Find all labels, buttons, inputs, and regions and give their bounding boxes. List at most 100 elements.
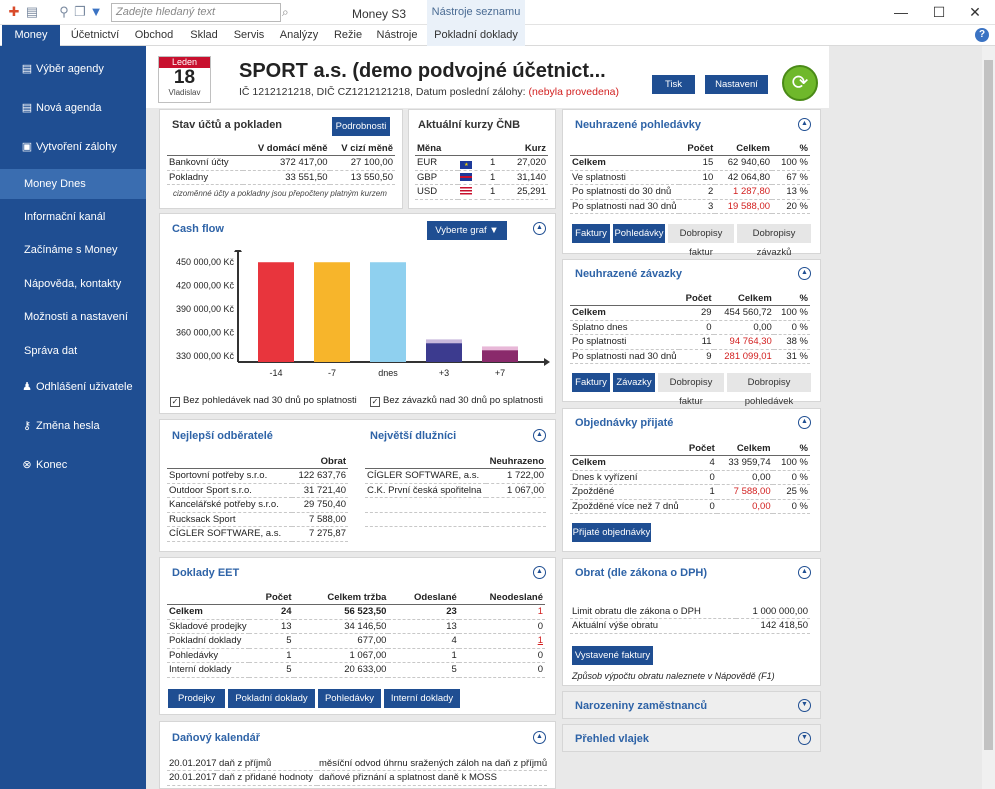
print-button[interactable]: Tisk	[652, 75, 695, 94]
prodejky-button[interactable]: Prodejky	[168, 689, 225, 708]
dobropisy-pohledavek-button[interactable]: Dobropisy pohledávek	[727, 373, 811, 407]
collapse-icon[interactable]: ▲	[533, 429, 546, 442]
orders-table: Počet Celkem% Celkem 4 33 959,74 100 % Dnes …	[570, 441, 810, 514]
collapse-icon[interactable]: ▲	[798, 118, 811, 131]
collapse-icon[interactable]: ▲	[798, 267, 811, 280]
calendar-widget: Leden 18 Vladislav	[158, 56, 211, 103]
tab-ucetnictvi[interactable]: Účetnictví	[70, 29, 120, 41]
unsent-link[interactable]: 1	[458, 633, 545, 649]
book-icon: ▤	[21, 63, 33, 75]
x-tick-label: -7	[328, 368, 336, 378]
flags-panel[interactable]	[562, 724, 821, 752]
close-button[interactable]: ✕	[969, 4, 981, 20]
quick-access-icon[interactable]: ▤	[25, 4, 39, 19]
collapse-icon[interactable]: ▲	[533, 731, 546, 744]
refresh-icon[interactable]: ⟳	[782, 65, 818, 101]
eu-flag-icon: ★	[460, 160, 473, 169]
turnover-note: Způsob výpočtu obratu naleznete v Nápově…	[572, 671, 775, 681]
pin-icon[interactable]: ⚲	[59, 4, 69, 19]
zavazky-button[interactable]: Závazky	[613, 373, 655, 392]
receivables-table: Počet Celkem% Celkem 15 62 940,60 100 % Ve s…	[570, 141, 810, 214]
x-tick-label: +7	[495, 368, 505, 378]
interni-doklady-button[interactable]: Interní doklady	[384, 689, 460, 708]
prijate-objednavky-button[interactable]: Přijaté objednávky	[572, 523, 651, 542]
sidebar-item-money-dnes[interactable]: Money Dnes	[0, 169, 146, 199]
sidebar-item-odhlaseni[interactable]: ♟ Odhlášení uživatele	[0, 372, 146, 402]
vystavene-faktury-button[interactable]: Vystavené faktury	[572, 646, 653, 665]
maximize-button[interactable]: ☐	[932, 4, 946, 20]
pohledavky-button[interactable]: Pohledávky	[318, 689, 381, 708]
pokladni-doklady-button[interactable]: Pokladní doklady	[228, 689, 315, 708]
dobropisy-faktur-button[interactable]: Dobropisy faktur	[658, 373, 724, 407]
tab-pokladni-doklady[interactable]: Pokladní doklady	[427, 25, 525, 46]
rates-title: Aktuální kurzy ČNB	[418, 119, 521, 131]
search-input[interactable]: Zadejte hledaný text	[111, 3, 281, 22]
sidebar-item-zmena-hesla[interactable]: ⚷ Změna hesla	[0, 411, 146, 441]
cashflow-title: Cash flow	[172, 223, 224, 235]
y-tick-label: 360 000,00 Kč	[176, 327, 235, 337]
faktury-button[interactable]: Faktury	[572, 224, 610, 243]
bar	[482, 350, 518, 362]
tab-servis[interactable]: Servis	[233, 29, 265, 41]
chart-select-button[interactable]: Vyberte graf ▼	[427, 221, 507, 240]
tab-sklad[interactable]: Sklad	[190, 29, 218, 41]
collapse-icon[interactable]: ▲	[533, 566, 546, 579]
collapse-icon[interactable]: ▲	[533, 222, 546, 235]
expand-icon[interactable]: ▼	[798, 699, 811, 712]
flags-title: Přehled vlajek	[575, 733, 649, 745]
debtors-title: Největší dlužníci	[370, 430, 457, 442]
filter-icon[interactable]: ▼	[89, 4, 103, 19]
collapse-icon[interactable]: ▲	[798, 416, 811, 429]
sidebar-item-napoveda[interactable]: Nápověda, kontakty	[24, 278, 122, 290]
settings-button[interactable]: Nastavení	[705, 75, 768, 94]
copy-icon[interactable]: ❐	[74, 4, 86, 19]
y-tick-label: 420 000,00 Kč	[176, 281, 235, 291]
receivables-title: Neuhrazené pohledávky	[575, 119, 701, 131]
ribbon-tabs: Money Účetnictví Obchod Sklad Servis Ana…	[0, 25, 995, 46]
dobropisy-faktur-button[interactable]: Dobropisy faktur	[668, 224, 734, 258]
y-tick-label: 330 000,00 Kč	[176, 351, 235, 361]
checkbox-no-payables[interactable]: ✓ Bez závazků nad 30 dnů po splatnosti	[370, 395, 544, 407]
sidebar-item-zaciname[interactable]: Začínáme s Money	[24, 244, 118, 256]
y-tick-label: 390 000,00 Kč	[176, 304, 235, 314]
sidebar-item-vyber-agendy[interactable]: ▤ Výběr agendy	[0, 54, 146, 84]
new-book-icon: ▤	[21, 102, 33, 114]
sidebar-item-konec[interactable]: ⊗ Konec	[0, 450, 146, 480]
help-icon[interactable]: ?	[975, 28, 989, 42]
title-bar: ✚ ▤ ⚲ ❐ ▼ Zadejte hledaný text ⌕ Money S…	[0, 0, 995, 25]
us-flag-icon	[460, 187, 473, 196]
tab-obchod[interactable]: Obchod	[134, 29, 174, 41]
checkbox-no-receivables[interactable]: ✓ Bez pohledávek nad 30 dnů po splatnosti	[170, 395, 357, 407]
x-tick-label: -14	[269, 368, 282, 378]
user-icon: ♟	[22, 381, 32, 393]
sidebar-item-informacni-kanal[interactable]: Informační kanál	[24, 211, 106, 223]
accounts-table: V domácí měně V cizí měně Bankovní účty 37…	[167, 141, 395, 185]
collapse-icon[interactable]: ▲	[798, 566, 811, 579]
app-title: Money S3	[352, 7, 407, 21]
birthdays-panel[interactable]	[562, 691, 821, 719]
expand-icon[interactable]: ▼	[798, 732, 811, 745]
bar	[258, 262, 294, 362]
tab-rezie[interactable]: Režie	[333, 29, 363, 41]
scrollbar-thumb[interactable]	[984, 60, 993, 750]
dobropisy-zavazku-button[interactable]: Dobropisy závazků	[737, 224, 811, 258]
tax-calendar-title: Daňový kalendář	[172, 732, 261, 744]
payables-title: Neuhrazené závazky	[575, 268, 682, 280]
tab-money[interactable]: Money	[2, 25, 60, 46]
search-icon[interactable]: ⌕	[282, 5, 289, 19]
tab-nastroje[interactable]: Nástroje	[376, 29, 418, 41]
sidebar-item-nova-agenda[interactable]: ▤ Nová agenda	[0, 93, 146, 123]
customers-title: Nejlepší odběratelé	[172, 430, 273, 442]
details-button[interactable]: Podrobnosti	[332, 117, 390, 136]
faktury-button[interactable]: Faktury	[572, 373, 610, 392]
minimize-button[interactable]: —	[894, 4, 908, 20]
bar	[314, 262, 350, 362]
sidebar-item-sprava-dat[interactable]: Správa dat	[24, 345, 78, 357]
pohledavky-button[interactable]: Pohledávky	[613, 224, 665, 243]
birthdays-title: Narozeniny zaměstnanců	[575, 700, 708, 712]
x-tick-label: +3	[439, 368, 449, 378]
sidebar-item-vytvoreni-zalohy[interactable]: ▣ Vytvoření zálohy	[0, 132, 146, 162]
sidebar-item-moznosti[interactable]: Možnosti a nastavení	[24, 311, 128, 323]
tab-analyzy[interactable]: Analýzy	[279, 29, 319, 41]
scrollbar[interactable]	[982, 46, 995, 789]
